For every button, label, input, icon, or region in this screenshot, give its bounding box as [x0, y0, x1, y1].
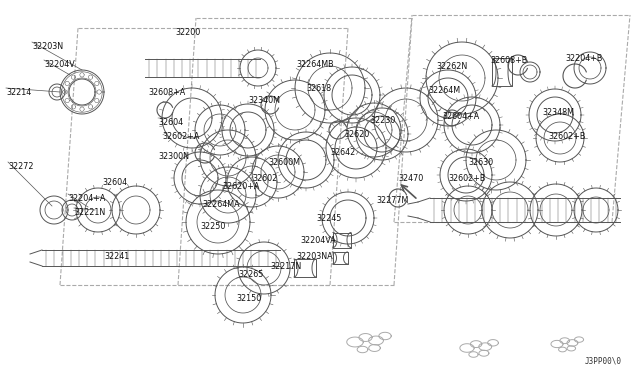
Text: 32602+B: 32602+B — [448, 174, 485, 183]
Text: 32604+A: 32604+A — [442, 112, 479, 121]
Text: 32602+A: 32602+A — [162, 132, 200, 141]
Text: J3PP00\0: J3PP00\0 — [585, 357, 622, 366]
Text: 32245: 32245 — [316, 214, 341, 223]
Text: 32620+A: 32620+A — [222, 182, 259, 191]
Text: 32600M: 32600M — [268, 158, 300, 167]
Text: 32264MA: 32264MA — [202, 200, 239, 209]
Text: 32348M: 32348M — [542, 108, 574, 117]
Text: 32340M: 32340M — [248, 96, 280, 105]
Text: 32262N: 32262N — [436, 62, 467, 71]
Text: 32470: 32470 — [398, 174, 423, 183]
Text: 32618: 32618 — [306, 84, 331, 93]
Text: 32204+A: 32204+A — [68, 194, 106, 203]
Text: 32265: 32265 — [238, 270, 264, 279]
Text: 32608+A: 32608+A — [148, 88, 185, 97]
Text: 32214: 32214 — [6, 88, 31, 97]
Text: 32203NA: 32203NA — [296, 252, 333, 261]
Text: 32604: 32604 — [158, 118, 183, 127]
Text: 32602: 32602 — [252, 174, 277, 183]
Text: 32602+B: 32602+B — [548, 132, 586, 141]
Text: 32277M: 32277M — [376, 196, 408, 205]
Text: 32230: 32230 — [370, 116, 396, 125]
Text: 32204V: 32204V — [44, 60, 75, 69]
Text: 32203N: 32203N — [32, 42, 63, 51]
Text: 32642: 32642 — [330, 148, 355, 157]
Text: 32150: 32150 — [236, 294, 261, 303]
Text: 32272: 32272 — [8, 162, 33, 171]
Text: 32217N: 32217N — [270, 262, 301, 271]
Text: 32630: 32630 — [468, 158, 493, 167]
Text: 32608+B: 32608+B — [490, 56, 527, 65]
Text: 32204+B: 32204+B — [565, 54, 602, 63]
Text: 32241: 32241 — [104, 252, 129, 261]
Text: 32250: 32250 — [200, 222, 225, 231]
Text: 32300N: 32300N — [158, 152, 189, 161]
Text: 32620: 32620 — [344, 130, 369, 139]
Text: 32221N: 32221N — [74, 208, 105, 217]
Text: 32264MB: 32264MB — [296, 60, 333, 69]
Text: 32604: 32604 — [102, 178, 127, 187]
Text: 32204VA: 32204VA — [300, 236, 336, 245]
Text: 32264M: 32264M — [428, 86, 460, 95]
Text: 32200: 32200 — [175, 28, 200, 37]
